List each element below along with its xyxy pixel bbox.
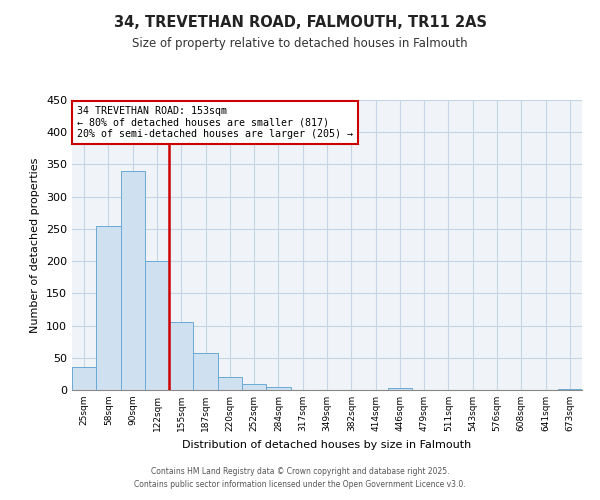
- Text: Contains public sector information licensed under the Open Government Licence v3: Contains public sector information licen…: [134, 480, 466, 489]
- Bar: [193, 354, 218, 390]
- Bar: [121, 171, 145, 390]
- Bar: [266, 388, 290, 390]
- Bar: [558, 388, 582, 390]
- Y-axis label: Number of detached properties: Number of detached properties: [31, 158, 40, 332]
- Text: 34, TREVETHAN ROAD, FALMOUTH, TR11 2AS: 34, TREVETHAN ROAD, FALMOUTH, TR11 2AS: [113, 15, 487, 30]
- Text: 34 TREVETHAN ROAD: 153sqm
← 80% of detached houses are smaller (817)
20% of semi: 34 TREVETHAN ROAD: 153sqm ← 80% of detac…: [77, 106, 353, 139]
- Bar: [96, 226, 121, 390]
- Text: Size of property relative to detached houses in Falmouth: Size of property relative to detached ho…: [132, 38, 468, 51]
- Bar: [72, 367, 96, 390]
- Bar: [242, 384, 266, 390]
- Text: Contains HM Land Registry data © Crown copyright and database right 2025.: Contains HM Land Registry data © Crown c…: [151, 467, 449, 476]
- Bar: [145, 261, 169, 390]
- X-axis label: Distribution of detached houses by size in Falmouth: Distribution of detached houses by size …: [182, 440, 472, 450]
- Bar: [169, 322, 193, 390]
- Bar: [218, 377, 242, 390]
- Bar: [388, 388, 412, 390]
